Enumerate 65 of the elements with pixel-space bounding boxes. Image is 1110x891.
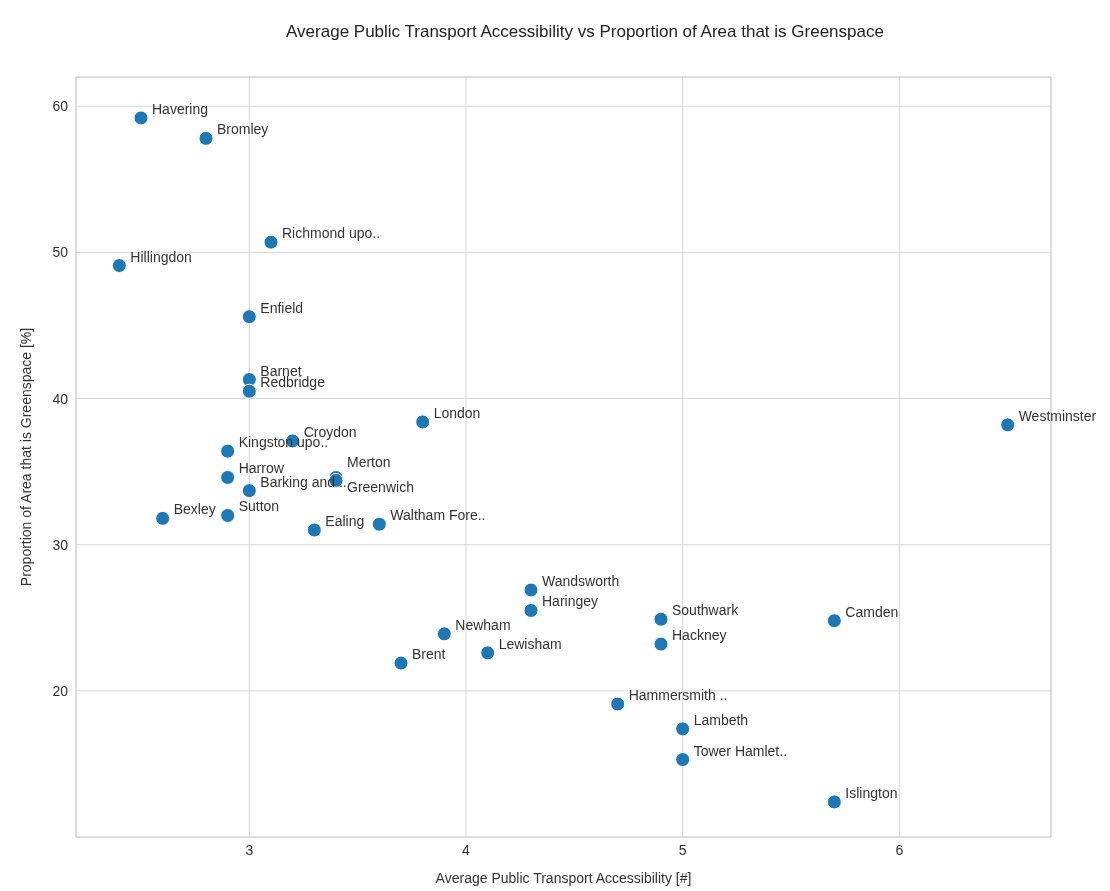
annotation: Camden [845, 603, 899, 620]
point [675, 721, 691, 737]
annotation: Hillingdon [130, 248, 192, 265]
annotation: Waltham Fore.. [390, 507, 486, 524]
annotation: Bexley [173, 501, 216, 518]
annotation: Greenwich [347, 479, 414, 496]
point [220, 443, 236, 459]
annotation: Enfield [260, 299, 304, 316]
x-axis-title: Average Public Transport Accessibility [#] [435, 870, 692, 886]
point [306, 522, 322, 538]
y-tick-label: 50 [52, 244, 69, 261]
x-tick-label: 5 [678, 841, 687, 858]
x-tick-label: 4 [462, 841, 471, 858]
point [155, 510, 171, 526]
annotation: Tower Hamlet.. [693, 742, 788, 759]
annotation: Islington [845, 784, 898, 801]
point [826, 613, 842, 629]
point [393, 655, 409, 671]
point [133, 110, 149, 126]
annotation: Brent [412, 646, 446, 663]
annotation: London [433, 404, 481, 421]
annotation: Lambeth [693, 711, 749, 728]
annotation: Wandsworth [542, 573, 620, 589]
y-tick-label: 60 [52, 98, 69, 115]
point [111, 258, 127, 274]
point [220, 507, 236, 523]
annotation: Hammersmith .. [628, 687, 728, 703]
x-tick-label: 3 [245, 841, 254, 858]
point [263, 234, 279, 250]
annotation: Harrow [238, 460, 285, 477]
point [371, 516, 387, 532]
y-tick-label: 30 [52, 536, 69, 553]
point [241, 309, 257, 325]
annotation: Westminster [1018, 407, 1097, 424]
point [241, 483, 257, 499]
y-tick-label: 20 [52, 682, 69, 699]
point [220, 469, 236, 485]
point [523, 582, 539, 598]
x-tick-label: 6 [895, 841, 904, 858]
annotation: Lewisham [498, 635, 562, 652]
point [610, 696, 626, 712]
annotation: Havering [152, 100, 209, 117]
point [523, 602, 539, 618]
point [826, 794, 842, 810]
point [436, 626, 452, 642]
annotation: Southwark [672, 602, 740, 619]
point [675, 752, 691, 768]
annotation: Ealing [325, 513, 365, 530]
annotation: Bromley [217, 121, 269, 138]
y-tick-label: 40 [52, 390, 69, 407]
point [480, 645, 496, 661]
point [198, 130, 214, 146]
annotation: Sutton [238, 498, 280, 515]
annotation: Newham [455, 616, 511, 633]
point [241, 383, 257, 399]
annotation: Haringey [542, 593, 599, 610]
point [653, 636, 669, 652]
chart-title: Average Public Transport Accessibility vs Proportion of Area that is Greenspace [285, 21, 885, 43]
annotation: Hackney [672, 627, 727, 644]
annotation: Merton [347, 454, 391, 471]
annotation: Richmond upo.. [282, 225, 381, 242]
point [653, 611, 669, 627]
point [1000, 417, 1016, 433]
y-axis-title: Proportion of Area that is Greenspace [%] [17, 327, 34, 587]
point [415, 414, 431, 430]
